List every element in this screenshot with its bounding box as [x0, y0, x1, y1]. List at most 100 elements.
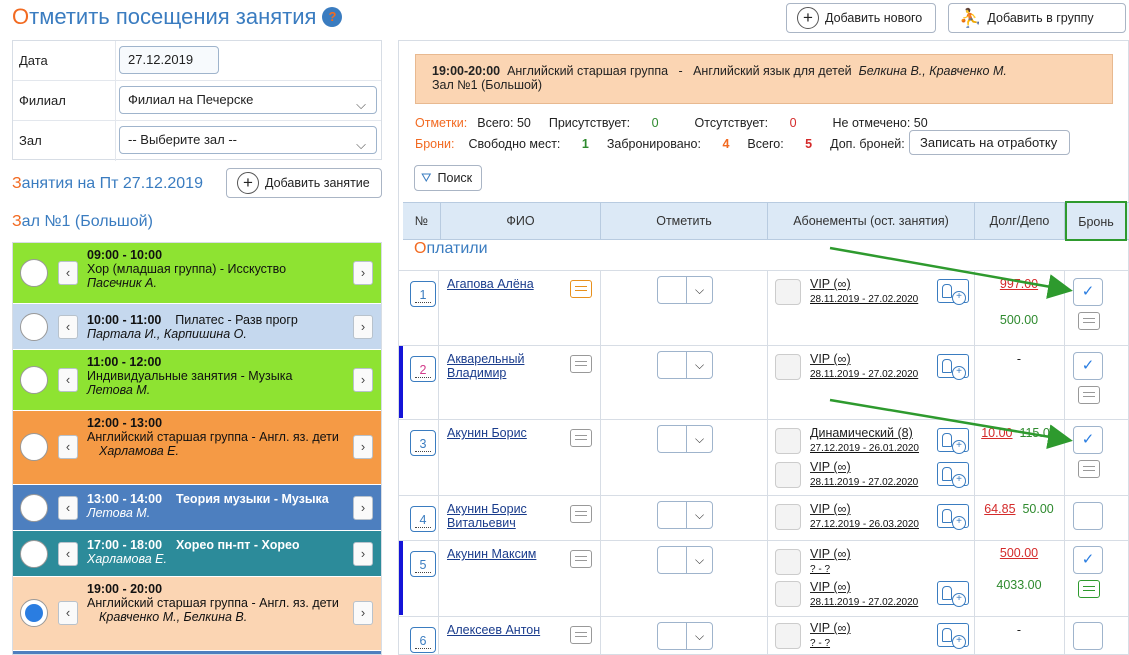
date-input[interactable]: 27.12.2019: [119, 46, 219, 74]
subscription-checkbox[interactable]: [775, 354, 801, 380]
comment-icon[interactable]: [570, 429, 592, 447]
chevron-left-icon[interactable]: ‹: [58, 542, 78, 566]
schedule-item[interactable]: ‹ 10:00 - 11:00 Пилатес - Разв прогр Парт…: [13, 304, 381, 350]
comment-icon[interactable]: [570, 280, 592, 298]
subscription-checkbox[interactable]: [775, 581, 801, 607]
row-number[interactable]: 6: [410, 627, 436, 653]
add-subscription-icon[interactable]: [937, 428, 969, 454]
chevron-right-icon[interactable]: ›: [353, 601, 373, 625]
radio-button[interactable]: [20, 540, 48, 568]
radio-button[interactable]: [20, 259, 48, 287]
help-icon[interactable]: ?: [322, 7, 343, 27]
subscription[interactable]: Динамический (8) 27.12.2019 - 26.01.2020: [810, 426, 919, 454]
subscription-checkbox[interactable]: [775, 462, 801, 488]
booking-checkbox[interactable]: ✓: [1073, 426, 1103, 454]
add-subscription-icon[interactable]: [937, 623, 969, 649]
mark-select[interactable]: ⌵: [657, 425, 713, 453]
booking-comment-icon[interactable]: [1078, 386, 1100, 404]
schedule-item[interactable]: [13, 651, 381, 654]
student-name-link[interactable]: Акварельный Владимир: [447, 352, 525, 380]
radio-button[interactable]: [20, 366, 48, 394]
student-name-link[interactable]: Алексеев Антон: [447, 623, 541, 637]
row-number[interactable]: 1: [410, 281, 436, 307]
chevron-right-icon[interactable]: ›: [353, 315, 373, 339]
student-name-link[interactable]: Акунин Максим: [447, 547, 537, 561]
chevron-right-icon[interactable]: ›: [353, 261, 373, 285]
chevron-left-icon[interactable]: ‹: [58, 496, 78, 520]
subscription-checkbox[interactable]: [775, 623, 801, 649]
comment-icon[interactable]: [570, 626, 592, 644]
comment-icon[interactable]: [570, 355, 592, 373]
chevron-left-icon[interactable]: ‹: [58, 435, 78, 459]
chevron-down-icon: ⌵: [686, 502, 712, 528]
branch-row: Филиал Филиал на Печерске ⌵: [13, 81, 381, 121]
chevron-left-icon[interactable]: ‹: [58, 368, 78, 392]
add-lesson-button[interactable]: + Добавить занятие: [226, 168, 382, 198]
mark-select[interactable]: ⌵: [657, 501, 713, 529]
schedule-item[interactable]: ‹ 13:00 - 14:00 Теория музыки - Музыка Ле…: [13, 485, 381, 531]
add-subscription-icon[interactable]: [937, 354, 969, 380]
add-to-group-button[interactable]: ⛹ Добавить в группу: [948, 3, 1126, 33]
mark-select[interactable]: ⌵: [657, 622, 713, 650]
subscription[interactable]: VIP (∞) 28.11.2019 - 27.02.2020: [810, 580, 919, 608]
chevron-right-icon[interactable]: ›: [353, 368, 373, 392]
add-subscription-icon[interactable]: [937, 504, 969, 530]
row-number[interactable]: 2: [410, 356, 436, 382]
arrow-2: [829, 398, 1073, 450]
subscription[interactable]: VIP (∞) 28.11.2019 - 27.02.2020: [810, 460, 919, 488]
enroll-makeup-button[interactable]: Записать на отработку: [909, 130, 1070, 155]
mark-select[interactable]: ⌵: [657, 276, 713, 304]
subscription-checkbox[interactable]: [775, 549, 801, 575]
booking-comment-icon[interactable]: [1078, 580, 1100, 598]
schedule-item[interactable]: ‹ 09:00 - 10:00 Хор (младшая группа) - Ис…: [13, 243, 381, 304]
add-subscription-icon[interactable]: [937, 581, 969, 607]
schedule-item[interactable]: ‹ 11:00 - 12:00 Индивидуальные занятия - …: [13, 350, 381, 411]
row-number[interactable]: 5: [410, 551, 436, 577]
add-subscription-icon[interactable]: [937, 462, 969, 488]
schedule-item[interactable]: ‹ 12:00 - 13:00 Английский старшая группа…: [13, 411, 381, 485]
search-button[interactable]: ⛛ Поиск: [414, 165, 482, 191]
booking-checkbox[interactable]: ✓: [1073, 278, 1103, 306]
booking-comment-icon[interactable]: [1078, 460, 1100, 478]
comment-icon[interactable]: [570, 550, 592, 568]
booking-checkbox[interactable]: [1073, 502, 1103, 530]
booking-checkbox[interactable]: ✓: [1073, 546, 1103, 574]
radio-button[interactable]: [20, 599, 48, 627]
student-name-link[interactable]: Акунин Борис: [447, 426, 527, 440]
mark-select[interactable]: ⌵: [657, 546, 713, 574]
subscription-checkbox[interactable]: [775, 504, 801, 530]
schedule-item-text: 09:00 - 10:00 Хор (младшая группа) - Исск…: [87, 248, 287, 290]
row-number[interactable]: 3: [410, 430, 436, 456]
subscription[interactable]: VIP (∞)? - ?: [810, 547, 851, 575]
booking-comment-icon[interactable]: [1078, 312, 1100, 330]
booking-checkbox[interactable]: [1073, 622, 1103, 650]
subscription[interactable]: VIP (∞) 28.11.2019 - 27.02.2020: [810, 277, 919, 305]
subscription[interactable]: VIP (∞) 28.11.2019 - 27.02.2020: [810, 352, 919, 380]
schedule-item-selected[interactable]: ‹ 19:00 - 20:00 Английский старшая группа…: [13, 577, 381, 651]
subscription[interactable]: VIP (∞)? - ?: [810, 621, 851, 649]
student-name-link[interactable]: Акунин Борис Витальевич: [447, 502, 527, 530]
branch-select[interactable]: Филиал на Печерске ⌵: [119, 86, 377, 114]
student-name-link[interactable]: Агапова Алёна: [447, 277, 534, 291]
schedule-item[interactable]: ‹ 17:00 - 18:00 Хорео пн-пт - Хорео Харла…: [13, 531, 381, 577]
chevron-left-icon[interactable]: ‹: [58, 601, 78, 625]
row-number[interactable]: 4: [410, 506, 436, 532]
subscription[interactable]: VIP (∞) 27.12.2019 - 26.03.2020: [810, 502, 919, 530]
chevron-right-icon[interactable]: ›: [353, 542, 373, 566]
chevron-right-icon[interactable]: ›: [353, 435, 373, 459]
debt-value: -: [1016, 352, 1022, 366]
radio-button[interactable]: [20, 494, 48, 522]
chevron-left-icon[interactable]: ‹: [58, 261, 78, 285]
radio-button[interactable]: [20, 313, 48, 341]
subscription-checkbox[interactable]: [775, 428, 801, 454]
comment-icon[interactable]: [570, 505, 592, 523]
add-subscription-icon[interactable]: [937, 279, 969, 305]
booking-checkbox[interactable]: ✓: [1073, 352, 1103, 380]
radio-button[interactable]: [20, 433, 48, 461]
chevron-left-icon[interactable]: ‹: [58, 315, 78, 339]
hall-select[interactable]: -- Выберите зал -- ⌵: [119, 126, 377, 154]
add-new-button[interactable]: + Добавить нового: [786, 3, 936, 33]
mark-select[interactable]: ⌵: [657, 351, 713, 379]
chevron-right-icon[interactable]: ›: [353, 496, 373, 520]
subscription-checkbox[interactable]: [775, 279, 801, 305]
